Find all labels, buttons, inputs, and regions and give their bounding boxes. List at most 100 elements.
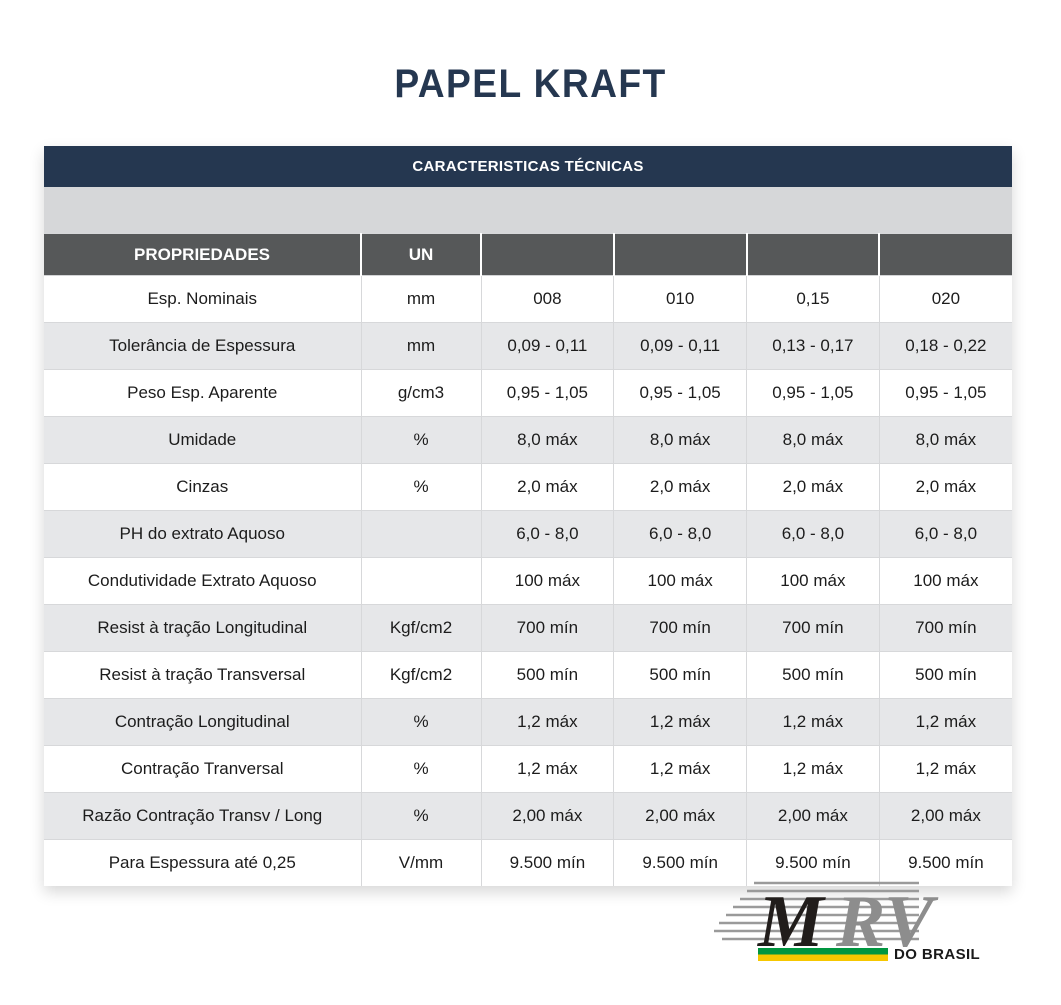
table-row: Tolerância de Espessura mm 0,09 - 0,11 0… bbox=[44, 322, 1012, 370]
cell-un: mm bbox=[361, 322, 482, 370]
cell-value-1: 0,95 - 1,05 bbox=[481, 369, 615, 417]
cell-value-4: 500 mín bbox=[879, 651, 1012, 699]
cell-value-3: 700 mín bbox=[746, 604, 880, 652]
banner-spacer-cell bbox=[44, 187, 1012, 234]
column-header-propriedades: PROPRIEDADES bbox=[44, 233, 362, 276]
cell-value-1: 1,2 máx bbox=[481, 698, 615, 746]
cell-value-2: 0,95 - 1,05 bbox=[613, 369, 747, 417]
cell-value-2: 500 mín bbox=[613, 651, 747, 699]
cell-property: Umidade bbox=[44, 416, 362, 464]
cell-value-3: 6,0 - 8,0 bbox=[746, 510, 880, 558]
technical-specs-table: CARACTERISTICAS TÉCNICAS PROPRIEDADES UN… bbox=[44, 146, 1012, 886]
cell-value-4: 020 bbox=[879, 275, 1012, 323]
cell-property: Razão Contração Transv / Long bbox=[44, 792, 362, 840]
cell-un: % bbox=[361, 463, 482, 511]
cell-property: Resist à tração Longitudinal bbox=[44, 604, 362, 652]
cell-un: % bbox=[361, 745, 482, 793]
cell-value-4: 9.500 mín bbox=[879, 839, 1012, 886]
cell-property: Contração Tranversal bbox=[44, 745, 362, 793]
cell-value-3: 500 mín bbox=[746, 651, 880, 699]
column-header-value-4 bbox=[879, 233, 1012, 276]
table-banner-title: CARACTERISTICAS TÉCNICAS bbox=[44, 146, 1012, 187]
cell-value-4: 100 máx bbox=[879, 557, 1012, 605]
table-row: Peso Esp. Aparente g/cm3 0,95 - 1,05 0,9… bbox=[44, 369, 1012, 417]
logo-subtitle: DO BRASIL bbox=[894, 946, 981, 963]
table-row: Resist à tração Transversal Kgf/cm2 500 … bbox=[44, 651, 1012, 699]
cell-un: % bbox=[361, 416, 482, 464]
cell-value-3: 0,95 - 1,05 bbox=[746, 369, 880, 417]
cell-property: Condutividade Extrato Aquoso bbox=[44, 557, 362, 605]
cell-value-3: 2,00 máx bbox=[746, 792, 880, 840]
page-title: PAPEL KRAFT bbox=[394, 62, 667, 106]
column-header-value-3 bbox=[746, 233, 881, 276]
cell-property: Tolerância de Espessura bbox=[44, 322, 362, 370]
table-row: PH do extrato Aquoso 6,0 - 8,0 6,0 - 8,0… bbox=[44, 510, 1012, 558]
cell-value-2: 700 mín bbox=[613, 604, 747, 652]
cell-value-1: 500 mín bbox=[481, 651, 615, 699]
cell-property: Para Espessura até 0,25 bbox=[44, 839, 362, 886]
cell-value-1: 100 máx bbox=[481, 557, 615, 605]
cell-value-4: 2,0 máx bbox=[879, 463, 1012, 511]
cell-value-1: 008 bbox=[481, 275, 615, 323]
cell-value-3: 8,0 máx bbox=[746, 416, 880, 464]
table-header-row: PROPRIEDADES UN bbox=[44, 233, 1012, 276]
cell-value-2: 9.500 mín bbox=[613, 839, 747, 886]
cell-value-2: 1,2 máx bbox=[613, 745, 747, 793]
cell-value-2: 6,0 - 8,0 bbox=[613, 510, 747, 558]
cell-value-3: 1,2 máx bbox=[746, 745, 880, 793]
cell-property: PH do extrato Aquoso bbox=[44, 510, 362, 558]
column-header-un: UN bbox=[361, 233, 482, 276]
cell-value-1: 8,0 máx bbox=[481, 416, 615, 464]
mrv-logo: M RV bbox=[714, 878, 986, 963]
cell-value-3: 0,15 bbox=[746, 275, 880, 323]
cell-un: % bbox=[361, 698, 482, 746]
cell-un: Kgf/cm2 bbox=[361, 604, 482, 652]
cell-property: Resist à tração Transversal bbox=[44, 651, 362, 699]
cell-value-1: 2,00 máx bbox=[481, 792, 615, 840]
cell-value-4: 700 mín bbox=[879, 604, 1012, 652]
cell-value-2: 0,09 - 0,11 bbox=[613, 322, 747, 370]
cell-value-4: 0,18 - 0,22 bbox=[879, 322, 1012, 370]
cell-value-3: 0,13 - 0,17 bbox=[746, 322, 880, 370]
cell-value-3: 1,2 máx bbox=[746, 698, 880, 746]
cell-value-1: 9.500 mín bbox=[481, 839, 615, 886]
table-row: Condutividade Extrato Aquoso 100 máx 100… bbox=[44, 557, 1012, 605]
cell-un: V/mm bbox=[361, 839, 482, 886]
cell-value-4: 1,2 máx bbox=[879, 698, 1012, 746]
table-row: Cinzas % 2,0 máx 2,0 máx 2,0 máx 2,0 máx bbox=[44, 463, 1012, 511]
table-row: Contração Tranversal % 1,2 máx 1,2 máx 1… bbox=[44, 745, 1012, 793]
cell-value-4: 6,0 - 8,0 bbox=[879, 510, 1012, 558]
cell-un: Kgf/cm2 bbox=[361, 651, 482, 699]
cell-property: Contração Longitudinal bbox=[44, 698, 362, 746]
column-header-value-2 bbox=[613, 233, 748, 276]
cell-value-4: 8,0 máx bbox=[879, 416, 1012, 464]
table-body: PROPRIEDADES UN Esp. Nominais mm 008 010… bbox=[44, 187, 1012, 886]
cell-property: Peso Esp. Aparente bbox=[44, 369, 362, 417]
cell-value-2: 010 bbox=[613, 275, 747, 323]
cell-un: % bbox=[361, 792, 482, 840]
table-row: Umidade % 8,0 máx 8,0 máx 8,0 máx 8,0 má… bbox=[44, 416, 1012, 464]
cell-value-1: 0,09 - 0,11 bbox=[481, 322, 615, 370]
cell-value-3: 100 máx bbox=[746, 557, 880, 605]
cell-value-1: 700 mín bbox=[481, 604, 615, 652]
cell-un: mm bbox=[361, 275, 482, 323]
table-row: Para Espessura até 0,25 V/mm 9.500 mín 9… bbox=[44, 839, 1012, 886]
table-row: Esp. Nominais mm 008 010 0,15 020 bbox=[44, 275, 1012, 323]
cell-value-1: 2,0 máx bbox=[481, 463, 615, 511]
table-row: Razão Contração Transv / Long % 2,00 máx… bbox=[44, 792, 1012, 840]
cell-value-2: 1,2 máx bbox=[613, 698, 747, 746]
cell-un bbox=[361, 510, 482, 558]
cell-value-2: 2,00 máx bbox=[613, 792, 747, 840]
cell-property: Esp. Nominais bbox=[44, 275, 362, 323]
speed-lines-icon bbox=[714, 881, 919, 941]
cell-value-4: 2,00 máx bbox=[879, 792, 1012, 840]
cell-value-3: 9.500 mín bbox=[746, 839, 880, 886]
cell-value-2: 100 máx bbox=[613, 557, 747, 605]
banner-spacer-row bbox=[44, 187, 1012, 234]
cell-property: Cinzas bbox=[44, 463, 362, 511]
cell-value-1: 6,0 - 8,0 bbox=[481, 510, 615, 558]
mrv-logo-svg: M RV bbox=[714, 881, 939, 963]
cell-value-1: 1,2 máx bbox=[481, 745, 615, 793]
cell-un: g/cm3 bbox=[361, 369, 482, 417]
cell-value-2: 8,0 máx bbox=[613, 416, 747, 464]
